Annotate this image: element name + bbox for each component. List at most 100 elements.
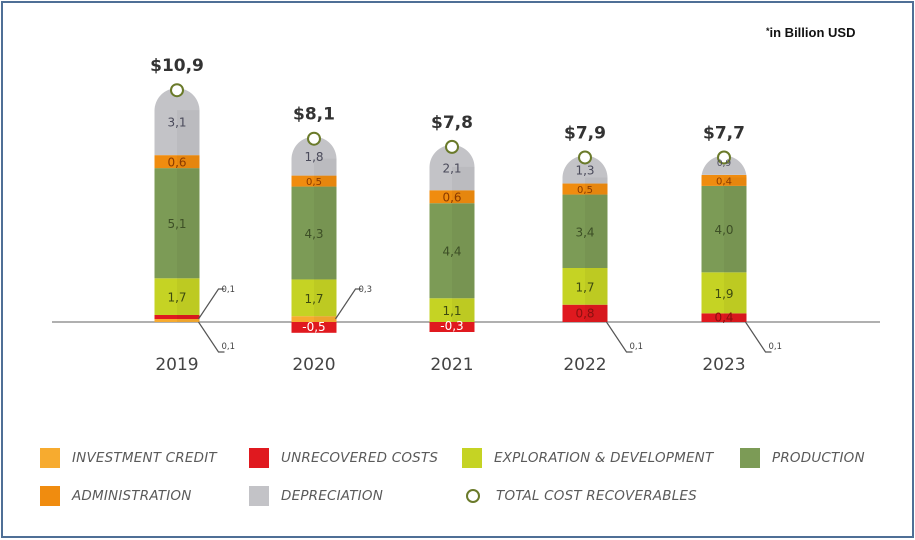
segment-label-administration: 0,4 xyxy=(716,176,732,187)
callout-label: 0,1 xyxy=(630,342,644,352)
segment-label-depreciation: 1,3 xyxy=(575,164,594,178)
bar-segment-production xyxy=(562,194,608,268)
legend-item-total-cost-recoverables[interactable]: TOTAL COST RECOVERABLES xyxy=(462,488,697,504)
callout-leader xyxy=(606,321,633,353)
segment-label-exploration-development: 1,7 xyxy=(575,280,594,294)
total-marker xyxy=(445,139,459,154)
callout-label: 0,3 xyxy=(359,285,373,295)
total-marker-icon xyxy=(466,489,480,503)
legend-label: UNRECOVERED COSTS xyxy=(281,450,439,466)
legend-swatch-investment-credit xyxy=(40,448,60,468)
bar-segment-administration xyxy=(562,183,608,195)
bar-segment-production xyxy=(429,203,475,299)
bar-group-2022 xyxy=(562,150,608,322)
callout-label: 0,1 xyxy=(222,342,236,352)
bar-segment-depreciation xyxy=(562,155,608,184)
legend-swatch-unrecovered-costs xyxy=(249,448,269,468)
unit-note-text: in Billion USD xyxy=(769,25,856,40)
segment-label-exploration-development: 1,9 xyxy=(714,287,733,301)
bar-group-2023 xyxy=(701,150,747,322)
segment-label-depreciation: 3,1 xyxy=(167,116,186,130)
bar-group-2019 xyxy=(154,83,200,322)
legend-item-exploration-development[interactable]: EXPLORATION & DEVELOPMENT xyxy=(462,448,713,468)
callout-leader xyxy=(745,321,772,353)
legend-item-production[interactable]: PRODUCTION xyxy=(740,448,865,468)
bar-segment-exploration-development xyxy=(562,268,608,305)
legend-item-investment-credit[interactable]: INVESTMENT CREDIT xyxy=(40,448,217,468)
x-tick-label: 2019 xyxy=(155,355,198,375)
segment-label-depreciation: 2,1 xyxy=(442,162,461,176)
callout-leader xyxy=(335,288,362,320)
callout-label: 0,1 xyxy=(222,285,236,295)
legend-swatch-exploration-development xyxy=(462,448,482,468)
bar-segment-exploration-development xyxy=(291,279,337,317)
bar-segment-investment-credit xyxy=(291,316,337,322)
segment-label-unrecovered-costs: -0,5 xyxy=(302,320,325,334)
asterisk-marker: * xyxy=(766,26,770,36)
x-tick-label: 2021 xyxy=(430,355,473,375)
bar-shading xyxy=(724,177,747,322)
unit-note: *in Billion USD xyxy=(766,25,855,40)
x-tick-label: 2022 xyxy=(563,355,606,375)
segment-label-production: 4,0 xyxy=(714,223,733,237)
total-label: $7,9 xyxy=(564,123,606,143)
segment-label-administration: 0,5 xyxy=(577,185,593,196)
total-label: $10,9 xyxy=(150,56,204,76)
bar-segment-administration xyxy=(429,190,475,204)
legend-swatch-production xyxy=(740,448,760,468)
total-label: $8,1 xyxy=(293,105,335,125)
segment-label-depreciation: 0,9 xyxy=(717,159,732,169)
bar-group-2021 xyxy=(429,139,475,332)
bar-shading xyxy=(314,158,337,322)
legend-label: INVESTMENT CREDIT xyxy=(72,450,217,466)
segment-label-administration: 0,5 xyxy=(306,177,322,188)
legend-swatch-depreciation xyxy=(249,486,269,506)
x-tick-label: 2020 xyxy=(292,355,335,375)
bar-segment-depreciation xyxy=(291,136,337,176)
bar-segment-depreciation xyxy=(154,88,200,156)
legend-item-administration[interactable]: ADMINISTRATION xyxy=(40,486,192,506)
segment-label-exploration-development: 1,1 xyxy=(442,304,461,318)
bar-segment-unrecovered-costs xyxy=(562,304,608,322)
legend-swatch-administration xyxy=(40,486,60,506)
segment-label-production: 5,1 xyxy=(167,217,186,231)
segment-label-production: 3,4 xyxy=(575,225,594,239)
bar-segment-depreciation xyxy=(701,155,747,178)
bar-segment-administration xyxy=(154,155,200,169)
legend-label: PRODUCTION xyxy=(772,450,865,466)
bar-segment-unrecovered-costs xyxy=(291,322,337,333)
bar-shading xyxy=(177,110,200,322)
bar-segment-production xyxy=(701,185,747,273)
segment-label-administration: 0,6 xyxy=(442,191,461,205)
segment-label-depreciation: 1,8 xyxy=(304,150,323,164)
segment-label-production: 4,3 xyxy=(304,227,323,241)
bars-layer xyxy=(154,83,747,333)
callout-leader xyxy=(198,288,225,320)
bar-segment-production xyxy=(291,186,337,280)
total-label: $7,7 xyxy=(703,123,745,143)
total-marker xyxy=(578,150,592,165)
x-tick-label: 2023 xyxy=(702,355,745,375)
total-label: $7,8 xyxy=(431,113,473,133)
segment-label-exploration-development: 1,7 xyxy=(304,292,323,306)
callout-leader xyxy=(198,321,225,353)
segment-label-exploration-development: 1,7 xyxy=(167,291,186,305)
bar-segment-production xyxy=(154,168,200,279)
bar-shading xyxy=(585,177,608,322)
segment-label-unrecovered-costs: 0,8 xyxy=(575,306,594,320)
segment-label-production: 4,4 xyxy=(442,245,461,259)
bar-segment-administration xyxy=(291,175,337,187)
total-marker xyxy=(717,150,731,165)
bar-segment-investment-credit xyxy=(154,319,200,322)
legend-item-unrecovered-costs[interactable]: UNRECOVERED COSTS xyxy=(249,448,438,468)
segment-label-unrecovered-costs: -0,3 xyxy=(440,319,463,333)
bar-segment-unrecovered-costs xyxy=(154,315,200,319)
legend-item-depreciation[interactable]: DEPRECIATION xyxy=(249,486,383,506)
total-marker xyxy=(170,83,184,98)
total-marker xyxy=(307,131,321,146)
legend-label: EXPLORATION & DEVELOPMENT xyxy=(494,450,714,466)
bar-segment-unrecovered-costs xyxy=(429,322,475,332)
bar-segment-exploration-development xyxy=(701,272,747,314)
